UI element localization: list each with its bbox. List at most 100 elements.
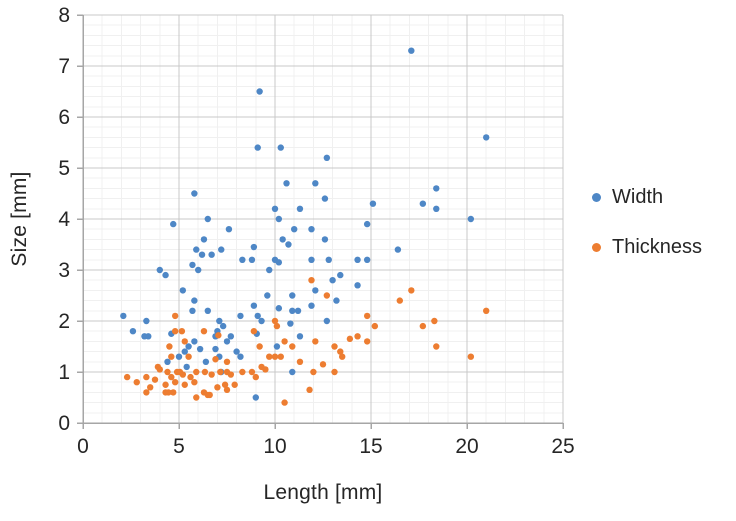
data-point-thickness [171, 312, 179, 320]
data-point-thickness [221, 381, 229, 388]
data-point-width [308, 302, 315, 309]
data-point-width [277, 144, 284, 151]
data-point-thickness [431, 317, 438, 325]
data-point-thickness [262, 366, 269, 373]
legend: Width Thickness [592, 186, 702, 259]
data-point-width [208, 251, 215, 258]
data-point-width [239, 256, 246, 263]
data-point-width [354, 256, 361, 263]
width-series-marker-icon [592, 193, 601, 202]
data-point-thickness [193, 368, 200, 376]
data-point-width [170, 220, 177, 228]
x-tick-label: 15 [359, 435, 382, 458]
data-point-thickness [223, 358, 231, 365]
data-point-thickness [165, 389, 172, 396]
data-point-thickness [271, 353, 279, 360]
data-point-width [408, 47, 415, 54]
data-point-width [198, 251, 206, 258]
data-point-thickness [208, 371, 215, 378]
data-point-width [275, 259, 283, 266]
legend-label-width: Width [612, 186, 664, 208]
data-point-width [275, 215, 283, 223]
data-point-thickness [306, 386, 313, 394]
data-point-width [363, 256, 371, 263]
data-point-width [202, 358, 210, 365]
data-point-thickness [331, 343, 338, 350]
data-point-width [419, 200, 427, 207]
data-point-width [225, 226, 233, 233]
data-point-width [289, 307, 296, 314]
data-point-width [129, 328, 137, 335]
data-point-thickness [181, 338, 188, 345]
data-point-thickness [483, 307, 490, 314]
data-point-thickness [133, 379, 140, 386]
data-point-width [185, 343, 192, 350]
data-point-thickness [181, 381, 188, 388]
data-point-width [254, 144, 261, 151]
data-point-width [296, 333, 304, 340]
data-point-thickness [312, 338, 319, 345]
data-point-width [264, 292, 271, 299]
data-point-thickness [467, 353, 475, 360]
data-point-width [196, 345, 204, 353]
y-tick-label: 2 [58, 310, 70, 333]
data-point-width [433, 185, 440, 192]
data-point-thickness [371, 322, 379, 330]
data-point-thickness [308, 277, 315, 284]
data-point-thickness [319, 361, 327, 368]
x-tick-label: 10 [263, 435, 286, 458]
data-point-width [369, 200, 377, 207]
data-point-thickness [191, 379, 198, 386]
data-point-width [291, 226, 298, 233]
data-point-width [256, 88, 263, 95]
data-point-width [285, 241, 292, 248]
data-point-width [156, 266, 163, 274]
data-point-width [287, 320, 294, 327]
y-tick-label: 6 [58, 106, 70, 129]
data-point-thickness [227, 371, 235, 378]
data-point-thickness [147, 384, 154, 391]
data-point-width [237, 312, 244, 320]
data-point-thickness [201, 368, 209, 376]
data-point-width [283, 180, 290, 187]
data-point-width [363, 220, 371, 228]
y-tick-label: 0 [58, 412, 70, 435]
data-point-width [394, 246, 402, 253]
data-point-width [212, 345, 219, 353]
data-point-thickness [168, 353, 175, 360]
data-point-thickness [170, 389, 177, 396]
data-point-thickness [151, 376, 159, 383]
x-tick-label: 20 [455, 435, 478, 458]
data-point-width [223, 338, 231, 345]
x-axis-title: Length [mm] [263, 481, 383, 504]
data-point-width [179, 287, 187, 294]
data-point-width [120, 312, 127, 320]
data-point-width [143, 317, 150, 325]
data-point-width [250, 243, 258, 251]
data-point-thickness [193, 394, 200, 401]
data-point-width [275, 305, 283, 312]
y-tick-label: 4 [58, 208, 70, 231]
data-point-thickness [433, 343, 440, 350]
data-point-thickness [166, 343, 173, 350]
data-point-width [219, 322, 227, 330]
data-point-thickness [408, 287, 415, 294]
data-point-width [252, 394, 259, 401]
data-point-thickness [168, 373, 175, 381]
data-point-width [279, 236, 286, 243]
data-point-width [337, 271, 344, 279]
data-point-thickness [171, 379, 179, 386]
data-point-thickness [212, 356, 219, 363]
data-point-thickness [331, 368, 338, 376]
data-point-width [145, 333, 152, 340]
data-point-width [294, 307, 302, 314]
data-point-width [248, 256, 256, 263]
data-point-thickness [215, 332, 222, 339]
data-point-thickness [337, 348, 344, 355]
data-point-width [323, 317, 331, 325]
data-point-width [258, 317, 265, 325]
data-point-width [191, 190, 198, 197]
data-point-thickness [156, 366, 163, 373]
data-point-thickness [363, 338, 371, 345]
